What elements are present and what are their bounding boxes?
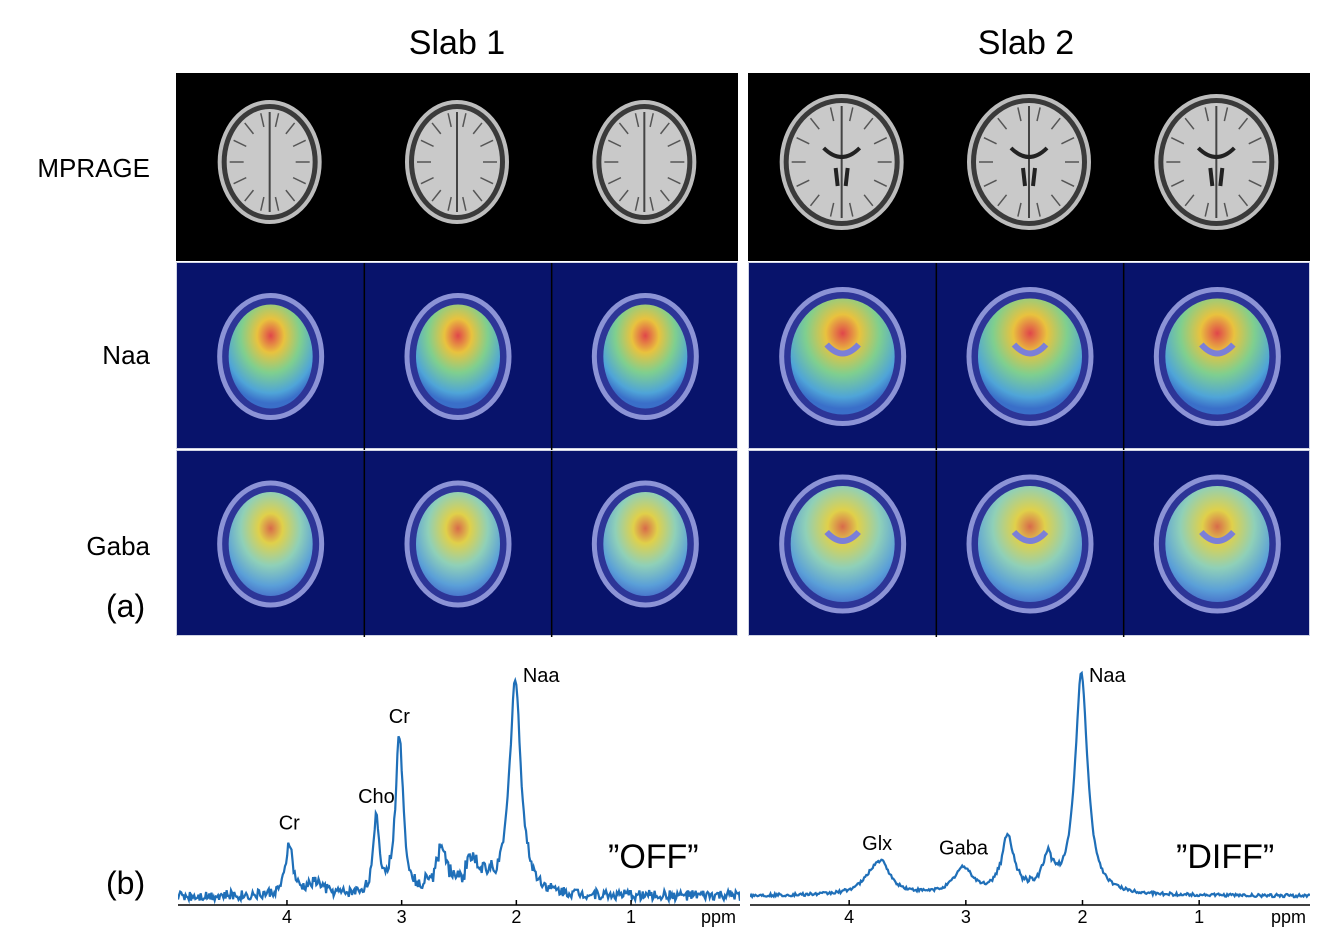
spectrum-line: [750, 670, 1310, 900]
brain-slice-3: [592, 100, 697, 224]
row-label-naa: Naa: [102, 340, 150, 370]
slab-2-title: Slab 2: [977, 24, 1075, 62]
brain-slice-3: [591, 293, 699, 420]
x-tick-label: 2: [1077, 907, 1087, 927]
spectrum-line: [178, 676, 740, 905]
brain-slice-3: [591, 480, 699, 608]
brain-slice-1: [217, 100, 322, 224]
x-tick-label: 2: [511, 907, 521, 927]
brain-slice-1: [217, 293, 325, 420]
spectrum-off-plot: 4 3 2 1 ppm Cr Cho Cr Naa: [178, 665, 740, 927]
slab-2-mri-panel: [748, 73, 1310, 261]
brain-slice-3: [1153, 287, 1281, 426]
slab-1-mri-panel: [176, 73, 738, 261]
x-tick-label: 4: [282, 907, 292, 927]
row-label-mprage: MPRAGE: [37, 153, 150, 183]
brain-slice-2: [405, 100, 509, 224]
peak-label-cr: Cr: [279, 812, 300, 834]
slab-2-naa-panel: [748, 262, 1310, 450]
slab-1-naa-panel: [176, 262, 738, 450]
brain-slice-2: [404, 480, 512, 608]
x-unit-label: ppm: [1271, 907, 1306, 927]
peak-label-glx: Glx: [862, 833, 892, 855]
peak-label-naa: Naa: [1089, 665, 1127, 687]
panel-a-label: (a): [106, 588, 146, 624]
peak-label-gaba: Gaba: [939, 838, 989, 860]
brain-slice-1: [779, 474, 907, 614]
off-condition-label: ”OFF”: [608, 838, 699, 876]
peak-label-cr: Cr: [389, 706, 410, 728]
brain-slice-1: [779, 287, 907, 426]
diff-condition-label: ”DIFF”: [1176, 838, 1275, 876]
slab-1-gaba-panel: [176, 450, 738, 637]
brain-slice-2: [967, 94, 1091, 230]
brain-slice-2: [966, 287, 1094, 426]
peak-label-naa: Naa: [523, 665, 561, 687]
brain-slice-2: [966, 474, 1094, 614]
row-label-gaba: Gaba: [86, 531, 150, 561]
x-tick-label: 1: [1194, 907, 1204, 927]
peak-label-cho: Cho: [358, 786, 395, 808]
brain-slice-2: [404, 293, 512, 420]
brain-slice-1: [217, 480, 325, 608]
brain-slice-3: [1153, 474, 1281, 614]
x-tick-label: 4: [844, 907, 854, 927]
slab-2-gaba-panel: [748, 450, 1310, 637]
slab-1-title: Slab 1: [408, 24, 506, 62]
panel-b-label: (b): [106, 865, 146, 901]
spectrum-diff-plot: 4 3 2 1 ppm Glx Gaba Naa: [750, 665, 1310, 927]
brain-slice-3: [1154, 94, 1279, 230]
x-unit-label: ppm: [701, 907, 736, 927]
x-tick-label: 1: [626, 907, 636, 927]
x-tick-label: 3: [397, 907, 407, 927]
x-tick-label: 3: [961, 907, 971, 927]
brain-slice-1: [779, 94, 904, 230]
